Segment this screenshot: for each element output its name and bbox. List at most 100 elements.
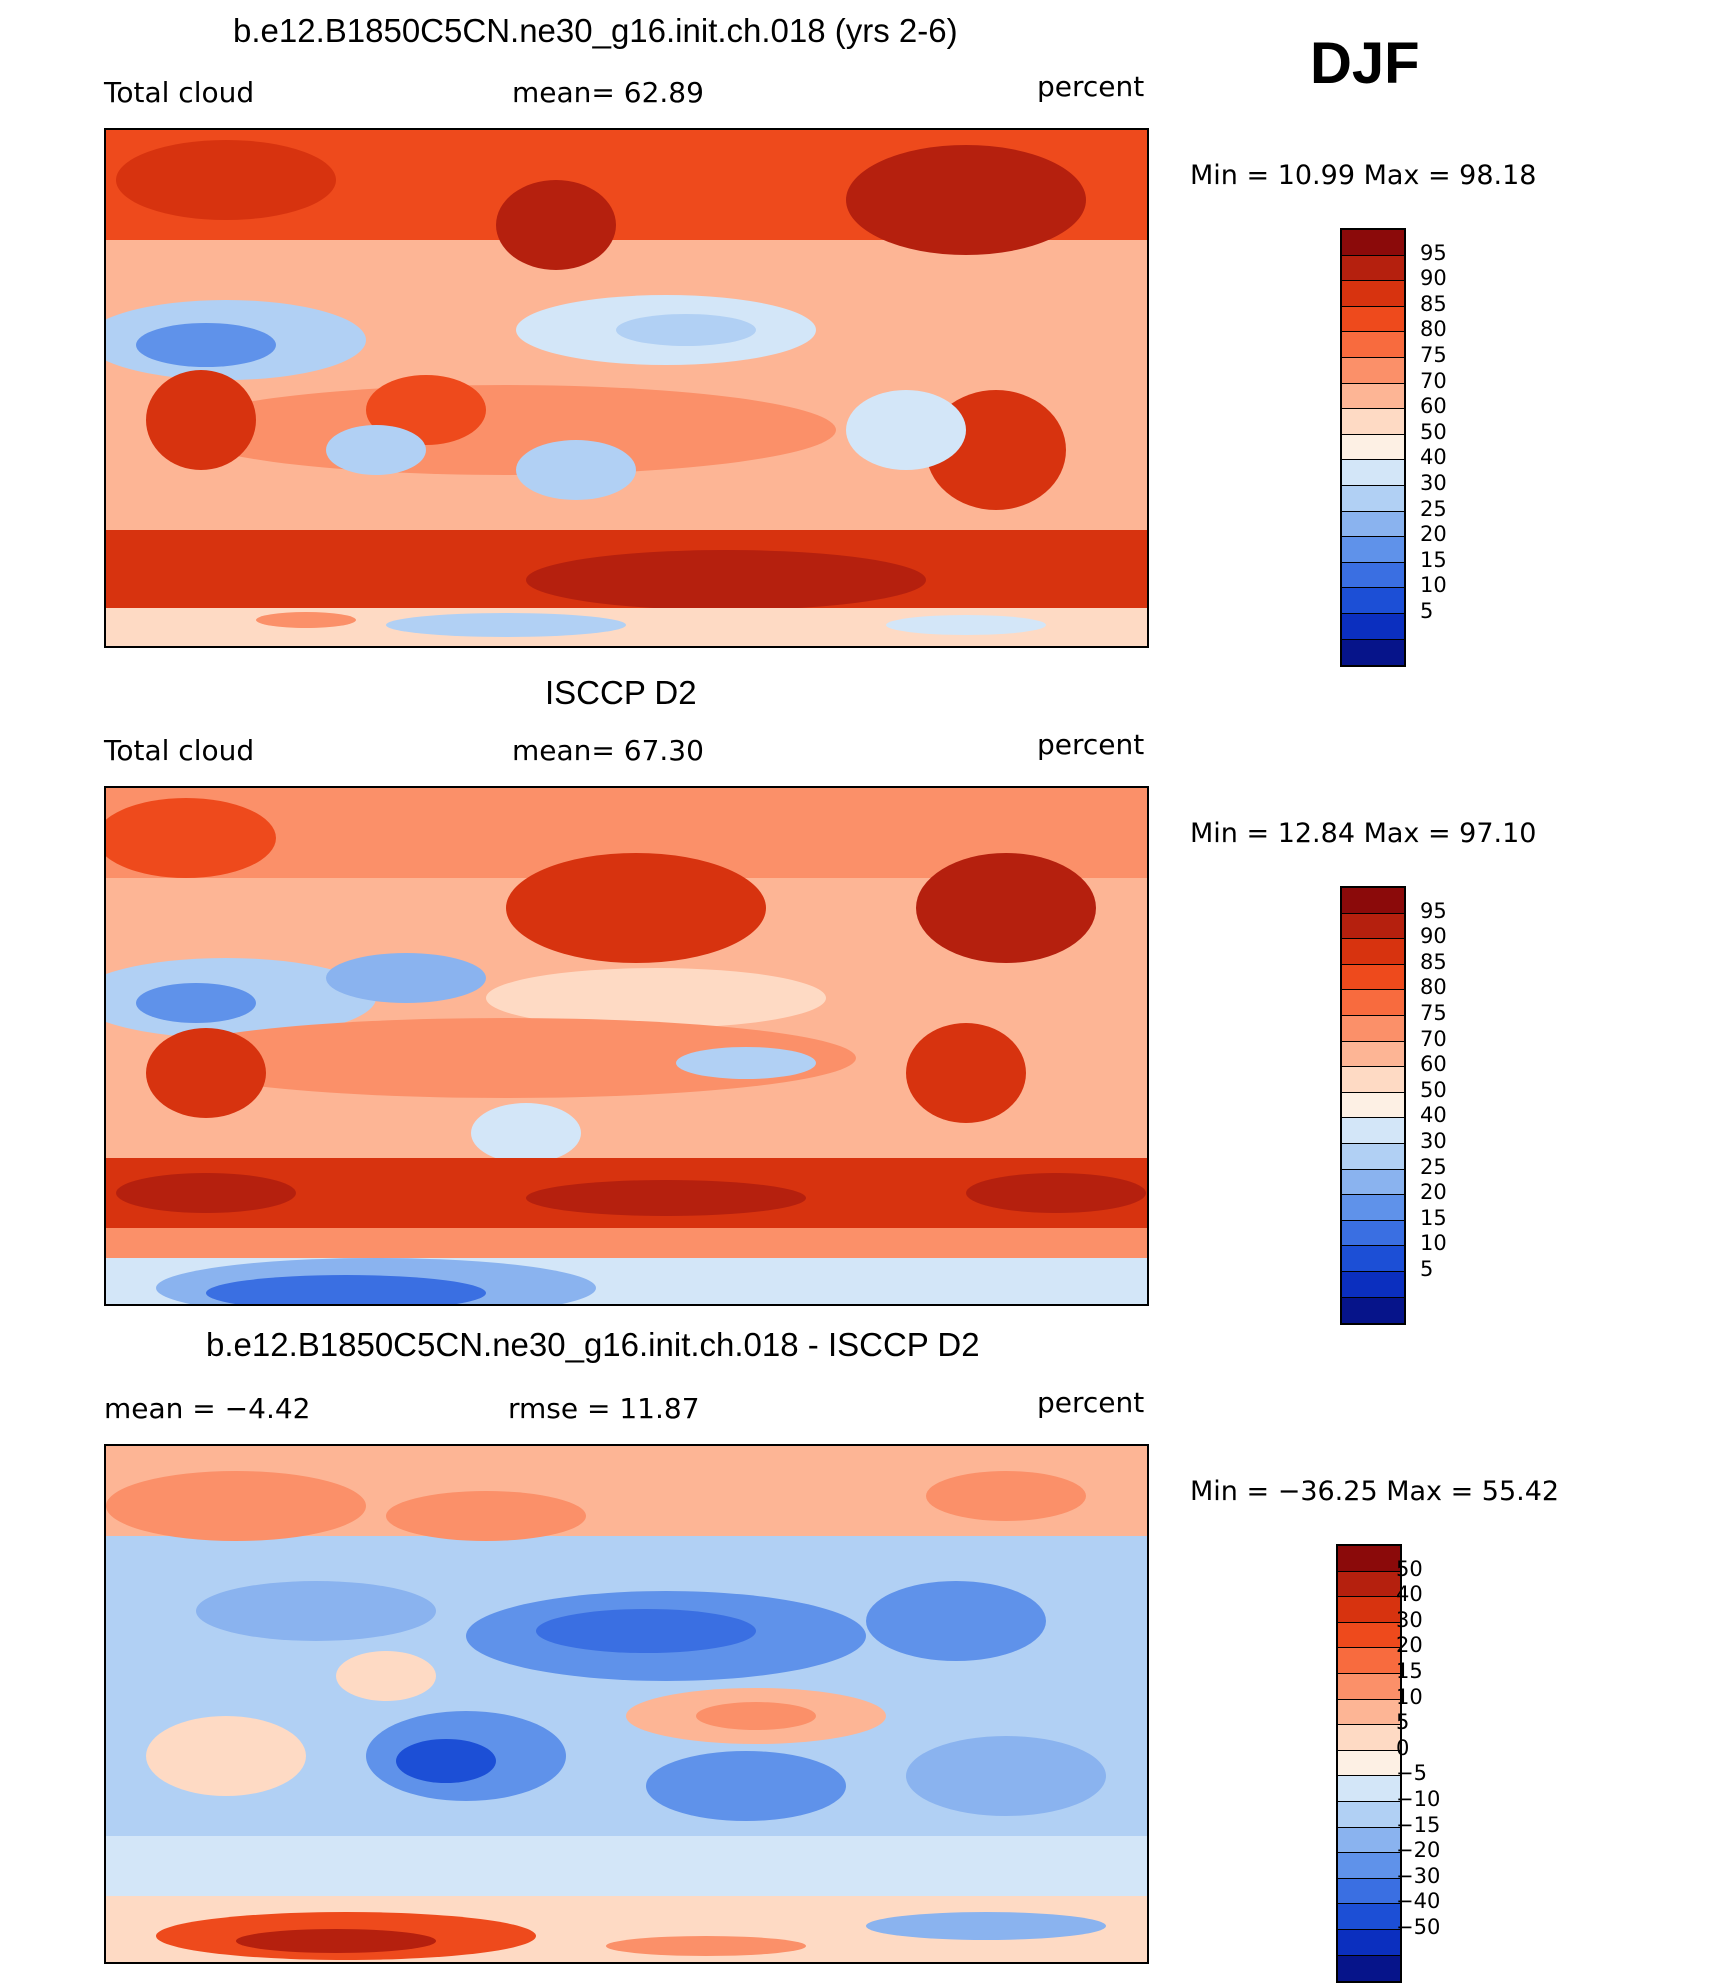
colorbar-level-label: 70 <box>1420 368 1447 393</box>
colorbar-level-label: −10 <box>1396 1787 1441 1811</box>
colorbar-segment <box>1338 1571 1400 1598</box>
colorbar-level-label: 60 <box>1420 1052 1447 1077</box>
panel-3-units: percent <box>1037 1386 1145 1419</box>
colorbar-level-label: 95 <box>1420 240 1447 265</box>
colorbar-segment <box>1338 1801 1400 1828</box>
panel-2-units: percent <box>1037 728 1145 761</box>
colorbar-level-label: −40 <box>1396 1889 1441 1914</box>
colorbar-segment <box>1338 1776 1400 1802</box>
colorbar-level-label: 15 <box>1420 547 1447 572</box>
colorbar-segment <box>1342 964 1404 991</box>
colorbar-level-label: 95 <box>1420 898 1447 923</box>
season-label: DJF <box>1310 31 1420 96</box>
panel-3-colorbar <box>1336 1544 1402 1983</box>
colorbar-level-label: 10 <box>1420 573 1447 598</box>
colorbar-level-label: −15 <box>1396 1812 1441 1837</box>
colorbar-segment <box>1338 1622 1400 1649</box>
colorbar-level-label: 90 <box>1420 924 1447 949</box>
colorbar-level-label: −5 <box>1396 1761 1427 1786</box>
colorbar-level-label: 50 <box>1420 1077 1447 1102</box>
colorbar-level-label: 10 <box>1420 1231 1447 1256</box>
colorbar-level-label: 40 <box>1396 1582 1423 1607</box>
colorbar-segment <box>1342 1143 1404 1170</box>
colorbar-level-label: 15 <box>1396 1659 1423 1683</box>
colorbar-segment <box>1342 613 1404 640</box>
colorbar-segment <box>1342 1118 1404 1144</box>
colorbar-segment <box>1342 888 1404 914</box>
colorbar-level-label: 75 <box>1420 343 1447 367</box>
colorbar-segment <box>1338 1827 1400 1854</box>
colorbar-segment <box>1338 1853 1400 1879</box>
panel-2-field <box>106 788 1147 1304</box>
colorbar-segment <box>1338 1699 1400 1726</box>
colorbar-level-label: 80 <box>1420 975 1447 1000</box>
colorbar-level-label: 25 <box>1420 1154 1447 1179</box>
colorbar-segment <box>1342 562 1404 589</box>
colorbar-segment <box>1338 1648 1400 1674</box>
panel-3-field <box>106 1446 1147 1962</box>
colorbar-segment <box>1342 1067 1404 1093</box>
colorbar-level-label: 70 <box>1420 1026 1447 1051</box>
colorbar-level-label: 0 <box>1396 1735 1410 1760</box>
colorbar-segment <box>1338 1904 1400 1930</box>
colorbar-segment <box>1342 1271 1404 1298</box>
colorbar-level-label: 30 <box>1420 471 1447 495</box>
colorbar-segment <box>1342 537 1404 563</box>
panel-1-colorbar <box>1340 228 1406 668</box>
colorbar-level-label: 85 <box>1420 949 1447 974</box>
colorbar-level-label: 25 <box>1420 496 1447 521</box>
colorbar-segment <box>1338 1955 1400 1982</box>
panel-3-minmax: Min = −36.25 Max = 55.42 <box>1190 1476 1560 1507</box>
colorbar-segment <box>1342 639 1404 666</box>
colorbar-level-label: 15 <box>1420 1205 1447 1230</box>
colorbar-segment <box>1338 1929 1400 1956</box>
colorbar-level-label: 5 <box>1396 1710 1410 1735</box>
colorbar-level-label: −50 <box>1396 1915 1441 1939</box>
colorbar-level-label: 80 <box>1420 317 1447 342</box>
colorbar-level-label: 90 <box>1420 266 1447 291</box>
colorbar-segment <box>1338 1673 1400 1700</box>
colorbar-segment <box>1342 939 1404 965</box>
colorbar-level-label: 30 <box>1420 1129 1447 1153</box>
panel-1-minmax: Min = 10.99 Max = 98.18 <box>1190 160 1537 191</box>
panel-2-title: ISCCP D2 <box>545 674 697 711</box>
colorbar-segment <box>1342 306 1404 333</box>
colorbar-segment <box>1342 1041 1404 1068</box>
colorbar-segment <box>1342 434 1404 461</box>
panel-2-colorbar <box>1340 886 1406 1326</box>
panel-1-field <box>106 130 1147 646</box>
colorbar-segment <box>1342 357 1404 384</box>
colorbar-level-label: 50 <box>1420 419 1447 444</box>
panel-3-title: b.e12.B1850C5CN.ne30_g16.init.ch.018 - I… <box>206 1326 980 1363</box>
colorbar-segment <box>1342 1220 1404 1247</box>
colorbar-segment <box>1338 1750 1400 1777</box>
colorbar-level-label: 40 <box>1420 1103 1447 1128</box>
colorbar-segment <box>1338 1546 1400 1572</box>
colorbar-segment <box>1338 1878 1400 1905</box>
panel-2-map <box>104 786 1149 1306</box>
colorbar-segment <box>1342 255 1404 282</box>
panel-2-minmax: Min = 12.84 Max = 97.10 <box>1190 818 1537 849</box>
colorbar-level-label: 75 <box>1420 1001 1447 1025</box>
colorbar-segment <box>1342 1092 1404 1119</box>
panel-3-map <box>104 1444 1149 1964</box>
panel-1-mean-label: mean= 62.89 <box>512 76 704 109</box>
colorbar-segment <box>1342 230 1404 256</box>
colorbar-level-label: 5 <box>1420 599 1434 623</box>
colorbar-segment <box>1342 383 1404 410</box>
colorbar-level-label: 5 <box>1420 1257 1434 1281</box>
colorbar-segment <box>1342 460 1404 486</box>
panel-2-mean-label: mean= 67.30 <box>512 734 704 767</box>
colorbar-segment <box>1342 1015 1404 1042</box>
colorbar-level-label: −20 <box>1396 1838 1441 1863</box>
colorbar-level-label: 30 <box>1396 1607 1423 1632</box>
panel-1-units: percent <box>1037 70 1145 103</box>
colorbar-level-label: 60 <box>1420 394 1447 419</box>
panel-2-left-label: Total cloud <box>104 734 255 767</box>
colorbar-level-label: 85 <box>1420 291 1447 316</box>
colorbar-segment <box>1342 485 1404 512</box>
colorbar-level-label: 20 <box>1420 522 1447 547</box>
panel-3-left-label: mean = −4.42 <box>104 1392 311 1425</box>
colorbar-level-label: 20 <box>1396 1633 1423 1658</box>
colorbar-segment <box>1342 511 1404 538</box>
